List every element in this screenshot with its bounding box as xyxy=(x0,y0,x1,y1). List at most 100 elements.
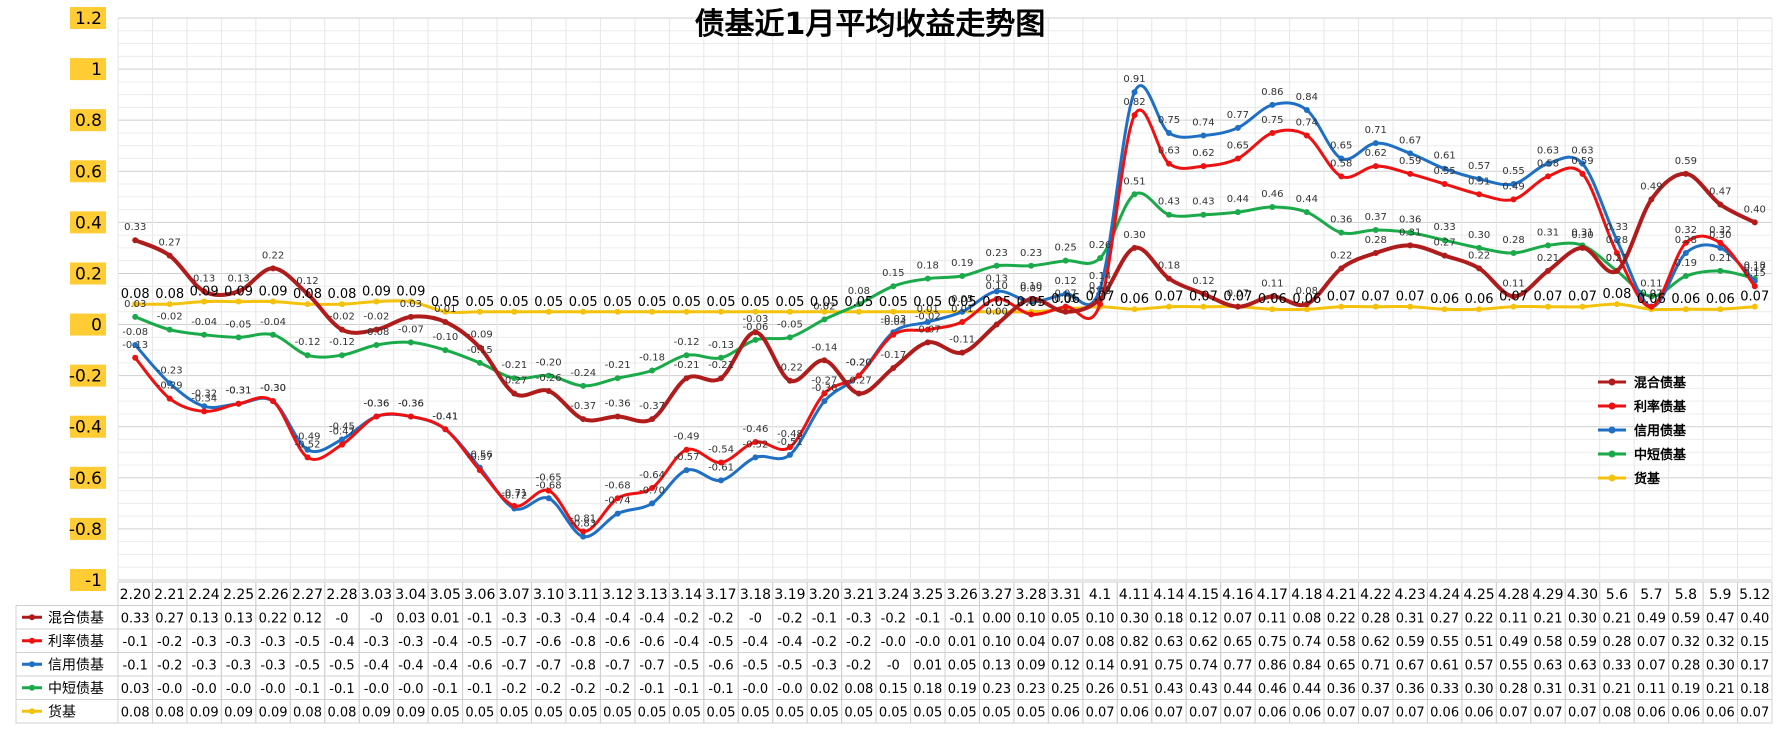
table-value: 0.02 xyxy=(810,682,839,697)
data-label: 0.05 xyxy=(672,295,701,310)
table-swatch-marker xyxy=(29,684,35,691)
y-tick-label: 1.2 xyxy=(75,9,102,29)
data-label: -0.68 xyxy=(536,480,562,491)
y-tick-bg xyxy=(70,364,106,387)
point-4-21 xyxy=(855,308,862,315)
data-label: 0.09 xyxy=(1020,284,1042,295)
table-value: 0.84 xyxy=(1292,659,1321,674)
table-value: -0.1 xyxy=(915,612,940,627)
data-label: 0.07 xyxy=(1396,290,1425,305)
table-value: 0.06 xyxy=(1051,706,1080,721)
x-tick-label: 3.05 xyxy=(430,587,461,603)
table-value: -0.5 xyxy=(777,659,802,674)
data-label: -0.49 xyxy=(295,432,321,443)
table-value: 0.05 xyxy=(534,706,563,721)
table-value: 0.22 xyxy=(1465,612,1494,627)
table-value: -0.1 xyxy=(674,682,699,697)
point-3-34 xyxy=(1303,209,1310,216)
table-value: -0.4 xyxy=(329,635,354,650)
point-2-18 xyxy=(752,454,759,461)
table-value: 0.44 xyxy=(1223,682,1252,697)
table-value: 0.07 xyxy=(1051,635,1080,650)
data-label: 0.63 xyxy=(1571,146,1593,157)
y-tick-label: 0.2 xyxy=(75,264,102,284)
point-3-14 xyxy=(614,375,621,382)
point-4-42 xyxy=(1579,303,1586,310)
point-3-41 xyxy=(1545,242,1552,249)
data-label: 0.25 xyxy=(1054,243,1076,254)
data-label: 0.06 xyxy=(1706,292,1735,307)
data-label: 0.05 xyxy=(465,295,494,310)
point-3-11 xyxy=(511,375,518,382)
point-3-35 xyxy=(1338,229,1345,236)
table-value: 0.11 xyxy=(1258,612,1287,627)
data-label: -0.27 xyxy=(501,376,527,387)
table-value: -0.5 xyxy=(708,635,733,650)
data-label: 0.09 xyxy=(259,285,288,300)
table-value: 0.17 xyxy=(1740,659,1769,674)
point-4-3 xyxy=(235,298,242,305)
data-label: 0.10 xyxy=(1020,281,1042,292)
data-label: 0.07 xyxy=(1223,290,1252,305)
data-label: 0.07 xyxy=(1086,290,1115,305)
table-value: 0.05 xyxy=(672,706,701,721)
point-4-23 xyxy=(924,308,931,315)
table-value: -0.3 xyxy=(191,659,216,674)
data-label: 0.05 xyxy=(603,295,632,310)
point-1-17 xyxy=(718,459,725,466)
point-1-18 xyxy=(752,439,759,446)
table-value: 0.09 xyxy=(362,706,391,721)
point-0-39 xyxy=(1476,265,1483,272)
table-value: 0.09 xyxy=(190,706,219,721)
point-1-43 xyxy=(1613,250,1620,257)
data-label: 0.09 xyxy=(190,285,219,300)
table-value: 0.65 xyxy=(1223,635,1252,650)
data-label: 0.31 xyxy=(1399,227,1421,238)
table-value: -0.4 xyxy=(639,612,664,627)
data-label: 0.01 xyxy=(917,304,939,315)
table-value: 0.08 xyxy=(155,706,184,721)
data-label: 0.33 xyxy=(1434,222,1456,233)
data-label: 0.05 xyxy=(951,294,973,305)
point-4-40 xyxy=(1510,303,1517,310)
table-value: 0.63 xyxy=(1155,635,1184,650)
y-tick-bg xyxy=(70,7,106,29)
point-3-15 xyxy=(649,367,656,374)
table-value: 0.32 xyxy=(1671,635,1700,650)
table-value: 0.04 xyxy=(1017,635,1046,650)
table-value: 0.05 xyxy=(982,706,1011,721)
table-value: 0.13 xyxy=(190,612,219,627)
data-label: -0.52 xyxy=(743,439,769,450)
data-label: 0.21 xyxy=(1606,253,1628,264)
table-value: 0.61 xyxy=(1430,659,1459,674)
point-2-40 xyxy=(1510,181,1517,188)
table-value: -0.6 xyxy=(536,635,561,650)
table-value: 0.27 xyxy=(1430,612,1459,627)
data-label: -0.09 xyxy=(467,330,493,341)
data-label: 0.05 xyxy=(913,295,942,310)
data-label: 0.58 xyxy=(1537,158,1559,169)
point-3-17 xyxy=(718,354,725,361)
y-tick-bg xyxy=(70,569,106,591)
x-tick-label: 3.17 xyxy=(705,587,736,603)
point-0-26 xyxy=(1028,296,1035,302)
point-3-30 xyxy=(1165,211,1172,218)
table-value: 0.12 xyxy=(1051,659,1080,674)
point-3-4 xyxy=(270,331,277,338)
table-value: -0.0 xyxy=(777,682,802,697)
data-label: 0.06 xyxy=(1671,292,1700,307)
table-value: 0.07 xyxy=(1534,706,1563,721)
point-0-14 xyxy=(614,413,621,420)
x-tick-label: 3.06 xyxy=(464,587,495,603)
table-swatch-marker xyxy=(29,661,35,668)
table-value: 0.63 xyxy=(1568,659,1597,674)
point-3-31 xyxy=(1200,211,1207,218)
point-1-41 xyxy=(1545,173,1552,180)
point-4-46 xyxy=(1717,306,1724,313)
table-value: 0.06 xyxy=(1292,706,1321,721)
table-value: 0.65 xyxy=(1327,659,1356,674)
point-2-30 xyxy=(1165,129,1172,136)
table-value: -0.6 xyxy=(639,635,664,650)
point-3-27 xyxy=(1062,257,1069,264)
data-label: -0.68 xyxy=(605,480,631,491)
